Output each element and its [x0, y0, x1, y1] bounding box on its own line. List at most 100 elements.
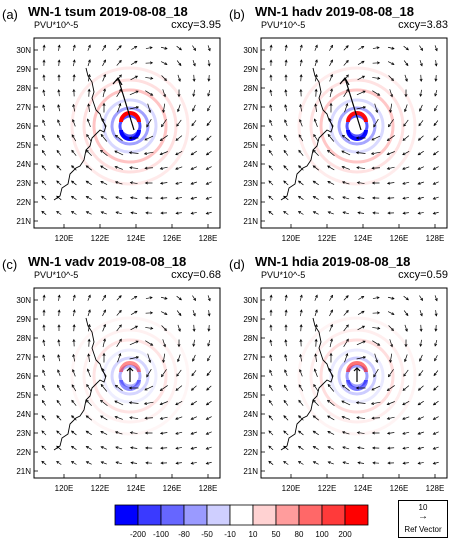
lat-label: 30N [243, 296, 258, 305]
lat-label: 30N [16, 46, 31, 55]
coastline [280, 67, 334, 201]
colorbar-label: -10 [224, 530, 236, 539]
map-frame [33, 37, 221, 229]
colorbar-label: 200 [338, 530, 352, 539]
panel-unit: PVU*10^-5 [34, 270, 79, 280]
lon-label: 126E [163, 484, 182, 493]
steering-arrow [117, 77, 135, 131]
panel-unit: PVU*10^-5 [261, 20, 306, 30]
map-plot: 30N 29N 28N 27N 26N 25N 24N 23N 22N 21N 120E 122E 12… [243, 287, 448, 493]
lat-label: 21N [243, 467, 258, 476]
lon-label: 124E [127, 234, 146, 243]
lat-label: 25N [243, 391, 258, 400]
coastline [53, 67, 107, 201]
colorbar-label: -80 [178, 530, 190, 539]
coastline [53, 317, 107, 451]
colorbar-label: -50 [201, 530, 213, 539]
lon-label: 120E [282, 234, 301, 243]
wind-vectors [268, 294, 439, 465]
colorbar-swatch [137, 504, 162, 526]
panel-cxcy-value: cxcy=0.68 [171, 269, 221, 281]
map-panel-a: (a) WN-1 tsum 2019-08-08_18 PVU*10^-5 cxcy=… [0, 0, 227, 255]
lat-label: 26N [243, 372, 258, 381]
lat-label: 30N [16, 296, 31, 305]
lat-label: 25N [243, 141, 258, 150]
lat-label: 23N [243, 429, 258, 438]
wind-vectors [268, 44, 439, 215]
lat-label: 23N [243, 179, 258, 188]
lat-label: 25N [16, 141, 31, 150]
panel-letter: (b) [229, 7, 245, 22]
lat-label: 21N [243, 217, 258, 226]
panel-letter: (d) [229, 257, 245, 272]
panel-title: WN-1 hdia 2019-08-08_18 [255, 254, 411, 269]
lat-label: 22N [16, 198, 31, 207]
panel-cxcy-value: cxcy=0.59 [398, 269, 448, 281]
lat-label: 24N [16, 410, 31, 419]
map-frame [33, 287, 221, 479]
colorbar-swatch [114, 504, 139, 526]
lat-label: 27N [16, 103, 31, 112]
lat-label: 23N [16, 429, 31, 438]
lon-label: 128E [426, 484, 445, 493]
colorbar-swatch [252, 504, 277, 526]
lat-label: 29N [243, 315, 258, 324]
colorbar-swatch [160, 504, 185, 526]
map-panel-d: (d) WN-1 hdia 2019-08-08_18 PVU*10^-5 cxcy=… [227, 250, 454, 505]
lon-label: 122E [318, 234, 337, 243]
lon-label: 122E [91, 484, 110, 493]
lat-label: 29N [16, 315, 31, 324]
lat-label: 26N [243, 122, 258, 131]
colorbar-swatch [321, 504, 346, 526]
lon-label: 128E [199, 234, 218, 243]
panel-cxcy-value: cxcy=3.83 [398, 19, 448, 31]
panel-title: WN-1 vadv 2019-08-08_18 [28, 254, 187, 269]
lat-label: 26N [16, 372, 31, 381]
lat-label: 22N [243, 198, 258, 207]
lon-label: 126E [390, 484, 409, 493]
colorbar-swatch [229, 504, 254, 526]
ref-vector-legend: 10 → Ref Vector [398, 500, 448, 538]
lat-label: 29N [16, 65, 31, 74]
lat-label: 24N [243, 160, 258, 169]
map-plot: 30N 29N 28N 27N 26N 25N 24N 23N 22N 21N 120E 122E 12… [16, 287, 221, 493]
coastline [280, 317, 334, 451]
steering-arrow [344, 77, 362, 131]
ref-arrow-icon: → [418, 511, 428, 522]
colorbar: -200 -100 -80 -50 -10 10 50 80 100 200 [114, 504, 369, 539]
lon-label: 124E [354, 234, 373, 243]
lon-label: 126E [163, 234, 182, 243]
lon-label: 120E [55, 234, 74, 243]
colorbar-swatch [183, 504, 208, 526]
lon-label: 122E [318, 484, 337, 493]
lon-label: 128E [199, 484, 218, 493]
panel-title: WN-1 tsum 2019-08-08_18 [28, 4, 188, 19]
lat-label: 27N [243, 103, 258, 112]
colorbar-swatch [275, 504, 300, 526]
wind-vectors [41, 294, 212, 465]
lat-label: 28N [243, 84, 258, 93]
colorbar-label: 80 [295, 530, 304, 539]
colorbar-swatch [206, 504, 231, 526]
lon-label: 120E [55, 484, 74, 493]
colorbar-label: 50 [272, 530, 281, 539]
lat-label: 29N [243, 65, 258, 74]
lon-label: 120E [282, 484, 301, 493]
colorbar-label: 100 [315, 530, 329, 539]
colorbar-swatch [344, 504, 369, 526]
map-plot: 30N 29N 28N 27N 26N 25N 24N 23N 22N 21N 120E 122E 12… [243, 37, 448, 243]
lat-label: 23N [16, 179, 31, 188]
lat-label: 27N [243, 353, 258, 362]
panel-letter: (a) [2, 7, 18, 22]
lon-label: 126E [390, 234, 409, 243]
lat-label: 27N [16, 353, 31, 362]
map-frame [260, 37, 448, 229]
lat-label: 22N [243, 448, 258, 457]
lat-label: 26N [16, 122, 31, 131]
lat-label: 28N [243, 334, 258, 343]
lat-label: 24N [16, 160, 31, 169]
lon-label: 128E [426, 234, 445, 243]
map-frame [260, 287, 448, 479]
lat-label: 28N [16, 334, 31, 343]
lon-label: 122E [91, 234, 110, 243]
